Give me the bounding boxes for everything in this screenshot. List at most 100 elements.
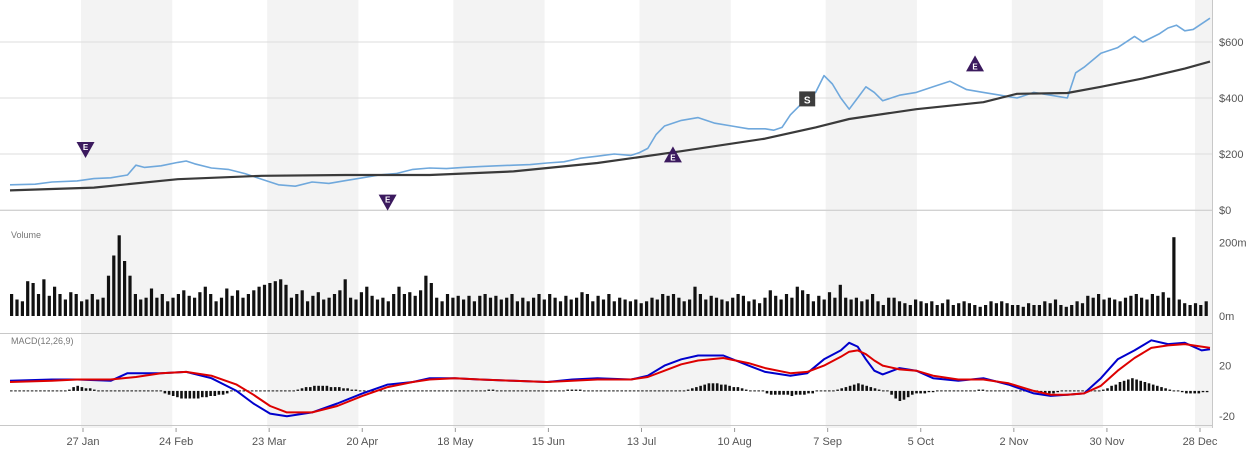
macd-histogram-bar — [848, 385, 852, 391]
volume-bar — [445, 294, 450, 316]
volume-bar — [548, 294, 552, 316]
volume-bar — [795, 286, 799, 316]
macd-histogram-bar — [1164, 388, 1167, 391]
volume-bar — [542, 299, 546, 316]
volume-bar — [123, 261, 127, 316]
macd-histogram-bar — [392, 390, 395, 392]
volume-bar — [1107, 297, 1111, 316]
macd-histogram-bar — [76, 385, 79, 391]
volume-bar — [467, 295, 471, 316]
volume-bar — [844, 297, 848, 316]
macd-histogram-bar — [483, 390, 486, 392]
macd-histogram-bar — [176, 390, 179, 398]
macd-histogram-bar — [965, 390, 968, 392]
macd-histogram-bar — [1048, 390, 1051, 394]
macd-histogram-bar — [130, 390, 133, 392]
volume-bar — [521, 297, 525, 316]
macd-histogram-bar — [674, 390, 677, 392]
macd-histogram-bar — [956, 390, 960, 392]
macd-histogram-bar — [740, 388, 744, 391]
macd-histogram-bar — [118, 390, 121, 392]
macd-histogram-bar — [715, 383, 719, 391]
macd-histogram-bar — [500, 390, 503, 392]
macd-histogram-bar — [1077, 390, 1080, 392]
macd-histogram-bar — [1043, 390, 1047, 394]
macd-histogram-bar — [462, 390, 466, 392]
macd-histogram-bar — [1093, 390, 1097, 392]
macd-histogram-bar — [944, 390, 947, 392]
volume-bar — [106, 275, 111, 316]
volume-bar — [472, 301, 476, 316]
macd-histogram-bar — [309, 387, 312, 391]
volume-bar — [139, 299, 143, 316]
macd-histogram-bar — [425, 390, 428, 392]
macd-histogram-bar — [769, 390, 773, 395]
month-band — [453, 0, 545, 428]
macd-histogram-bar — [782, 390, 785, 395]
volume-bar — [171, 297, 175, 316]
macd-histogram-bar — [587, 390, 590, 392]
volume-bar — [698, 294, 702, 316]
macd-histogram-bar — [1068, 390, 1072, 392]
macd-histogram-bar — [915, 390, 918, 394]
volume-bar — [236, 290, 240, 316]
macd-histogram-bar — [159, 390, 163, 392]
earnings-marker-label: E — [385, 196, 391, 205]
volume-bar — [1177, 299, 1181, 316]
macd-histogram-bar — [84, 388, 88, 391]
macd-histogram-bar — [985, 390, 989, 392]
macd-histogram-bar — [977, 389, 981, 391]
macd-histogram-bar — [55, 390, 59, 392]
volume-bar — [198, 292, 202, 316]
price-tick-label: $0 — [1219, 205, 1231, 217]
macd-histogram-bar — [421, 390, 424, 392]
macd-histogram-bar — [1193, 390, 1196, 394]
macd-histogram-bar — [852, 384, 856, 391]
split-marker-label: S — [804, 95, 811, 106]
volume-bar — [47, 295, 51, 316]
volume-bar — [984, 305, 988, 316]
macd-histogram-bar — [338, 387, 341, 391]
macd-histogram-bar — [873, 388, 877, 391]
macd-histogram-bar — [969, 390, 972, 392]
volume-bar — [930, 301, 934, 316]
macd-histogram-bar — [894, 390, 897, 399]
macd-histogram-bar — [815, 390, 819, 392]
macd-histogram-bar — [728, 385, 731, 391]
macd-histogram-bar — [317, 385, 320, 391]
macd-histogram-bar — [973, 390, 976, 392]
macd-histogram-bar — [1097, 390, 1101, 392]
month-band — [1195, 0, 1212, 428]
macd-histogram-bar — [205, 390, 208, 398]
macd-histogram-bar — [458, 390, 461, 392]
volume-bar — [709, 295, 713, 316]
macd-histogram-bar — [707, 383, 711, 391]
macd-histogram-bar — [632, 390, 636, 392]
volume-bar — [903, 303, 907, 316]
macd-histogram-bar — [259, 390, 262, 392]
macd-histogram-bar — [682, 390, 686, 392]
macd-histogram-bar — [196, 390, 200, 399]
macd-histogram-bar — [857, 383, 860, 391]
volume-bar — [731, 297, 735, 316]
macd-histogram-bar — [333, 387, 337, 391]
volume-bar — [881, 305, 885, 316]
volume-bar — [273, 281, 277, 316]
macd-histogram-bar — [823, 390, 827, 392]
macd-histogram-bar — [940, 390, 943, 392]
macd-histogram-bar — [217, 390, 221, 395]
volume-bar — [225, 288, 229, 316]
volume-bar — [31, 283, 35, 316]
volume-bar — [908, 305, 912, 316]
macd-histogram-bar — [1006, 390, 1010, 392]
volume-bar — [505, 297, 509, 316]
macd-histogram-bar — [744, 389, 748, 391]
volume-bar — [1145, 299, 1149, 316]
macd-histogram-bar — [724, 384, 727, 391]
volume-bar — [370, 295, 374, 316]
volume-bar — [973, 305, 977, 316]
macd-histogram-bar — [342, 388, 345, 391]
macd-histogram-bar — [869, 387, 873, 391]
macd-histogram-bar — [761, 390, 765, 392]
